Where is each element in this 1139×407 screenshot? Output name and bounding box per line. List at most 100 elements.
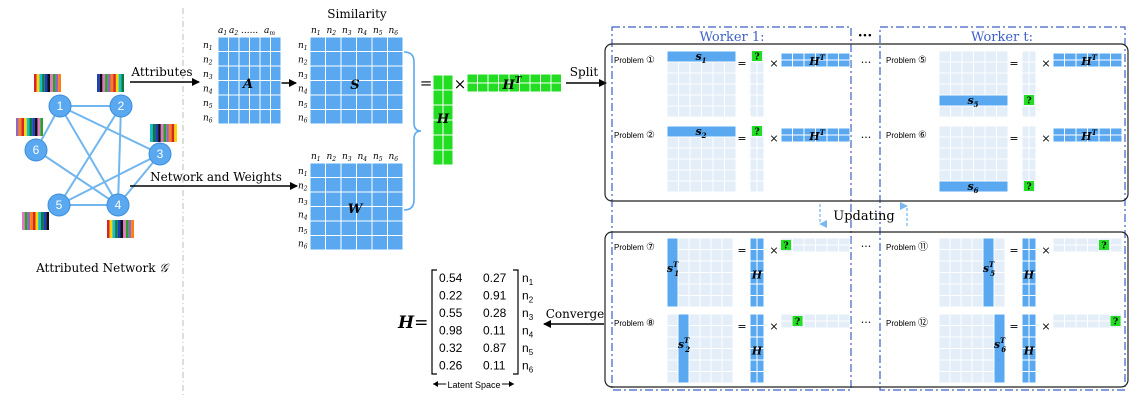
matrix-cell xyxy=(238,109,250,125)
matrix-cell xyxy=(356,235,373,251)
attribute-col-label: a1 xyxy=(218,26,227,37)
row-label-sub: 6 xyxy=(304,244,308,251)
result-value: 0.91 xyxy=(483,289,507,303)
matrix-cell xyxy=(971,237,984,250)
matrix-cell xyxy=(442,89,454,106)
matrix-cell xyxy=(1052,320,1065,329)
result-value: 0.28 xyxy=(483,306,507,320)
matrix-cell xyxy=(949,295,962,308)
result-right-bracket xyxy=(513,269,519,375)
matrix-cell xyxy=(950,136,963,149)
matrix-h-transpose xyxy=(466,73,562,93)
matrix-cell xyxy=(238,51,250,67)
matrix-cell xyxy=(1021,249,1030,262)
matrix-cell xyxy=(721,371,734,384)
matrix-cell xyxy=(666,147,679,160)
col-label-sub: 2 xyxy=(331,30,336,37)
matrix-cell xyxy=(984,169,997,182)
network-node-label: 4 xyxy=(115,198,122,212)
subproblem-equals: = xyxy=(1009,57,1018,70)
matrix-cell xyxy=(699,295,712,308)
subproblem-s-symbol: sT 1 xyxy=(667,260,679,278)
matrix-cell xyxy=(666,61,679,74)
matrix-cell xyxy=(387,109,404,125)
row-label-sub: 1 xyxy=(304,45,308,52)
barcode-stripe xyxy=(168,124,172,142)
matrix-cell xyxy=(325,206,342,222)
matrix-cell xyxy=(259,109,271,125)
matrix-cell xyxy=(721,313,734,326)
matrix-cell xyxy=(938,125,951,138)
matrix-cell xyxy=(371,191,388,207)
matrix-cell xyxy=(996,136,1009,149)
matrix-cell xyxy=(710,336,723,349)
attribute-matrix-a xyxy=(217,36,282,125)
matrix-cell xyxy=(477,82,489,93)
matrix-cell xyxy=(973,72,986,85)
matrix-cell xyxy=(960,348,973,361)
unknown-cell xyxy=(781,240,791,250)
matrix-cell xyxy=(749,147,758,160)
attribute-col-sub: m xyxy=(269,30,275,37)
matrix-cell xyxy=(724,83,737,96)
barcode-stripe xyxy=(171,124,175,142)
matrix-cell xyxy=(678,169,691,182)
latent-space-label-text: Latent Space xyxy=(447,380,500,390)
matrix-cell xyxy=(688,325,701,338)
barcode-stripe xyxy=(163,124,167,142)
barcode-stripe xyxy=(120,220,124,238)
network-node-label: 2 xyxy=(118,99,125,113)
row-label-sub: 2 xyxy=(208,60,213,67)
matrix-cell xyxy=(950,169,963,182)
matrix-cell xyxy=(996,169,1009,182)
barcode-stripe xyxy=(43,212,47,230)
weight-matrix-w xyxy=(309,162,404,251)
matrix-cell xyxy=(961,147,974,160)
worker-1-title: Worker 1: xyxy=(699,30,764,45)
attribute-col-sub: 2 xyxy=(233,30,238,37)
matrix-cell xyxy=(259,51,271,67)
matrix-cell xyxy=(982,336,995,349)
matrix-cell xyxy=(309,109,326,125)
matrix-cell xyxy=(1028,313,1037,326)
result-value: 0.54 xyxy=(439,271,463,285)
matrix-cell xyxy=(387,94,404,110)
matrix-cell xyxy=(699,371,712,384)
matrix-cell xyxy=(688,237,701,250)
subproblem-times: × xyxy=(1041,132,1050,145)
matrix-cell xyxy=(710,295,723,308)
matrix-cell xyxy=(710,237,723,250)
matrix-cell xyxy=(971,325,984,338)
subproblem-times: × xyxy=(769,320,778,333)
matrix-cell xyxy=(971,295,984,308)
barcode-stripe xyxy=(115,220,118,238)
subproblem-equals: = xyxy=(737,57,746,70)
matrix-cell xyxy=(1028,169,1037,182)
matrix-cell xyxy=(961,158,974,171)
row-label: n2 xyxy=(298,182,308,193)
matrix-cell xyxy=(749,237,758,250)
problem-number: ① xyxy=(646,55,655,66)
unknown-symbol: ? xyxy=(783,242,788,252)
network-edges xyxy=(35,105,161,206)
matrix-cell xyxy=(960,325,973,338)
unknown-cell xyxy=(1024,95,1034,105)
network-node-label: 5 xyxy=(56,198,63,212)
matrix-cell xyxy=(1098,59,1111,68)
barcode-stripe xyxy=(123,220,126,238)
matrix-cell xyxy=(371,65,388,81)
matrix-cell xyxy=(325,191,342,207)
matrix-cell xyxy=(938,283,951,296)
matrix-cell xyxy=(309,177,326,193)
matrix-cell xyxy=(984,125,997,138)
matrix-cell xyxy=(938,359,951,372)
matrix-cell xyxy=(960,336,973,349)
result-row-sub: 5 xyxy=(529,348,534,357)
transpose-sup: T xyxy=(820,128,826,137)
result-value: 0.11 xyxy=(483,324,506,338)
matrix-cell xyxy=(949,359,962,372)
barcode-stripe xyxy=(52,74,56,92)
matrix-cell xyxy=(1021,313,1030,326)
matrix-cell xyxy=(1064,127,1077,136)
matrix-cell xyxy=(340,94,357,110)
